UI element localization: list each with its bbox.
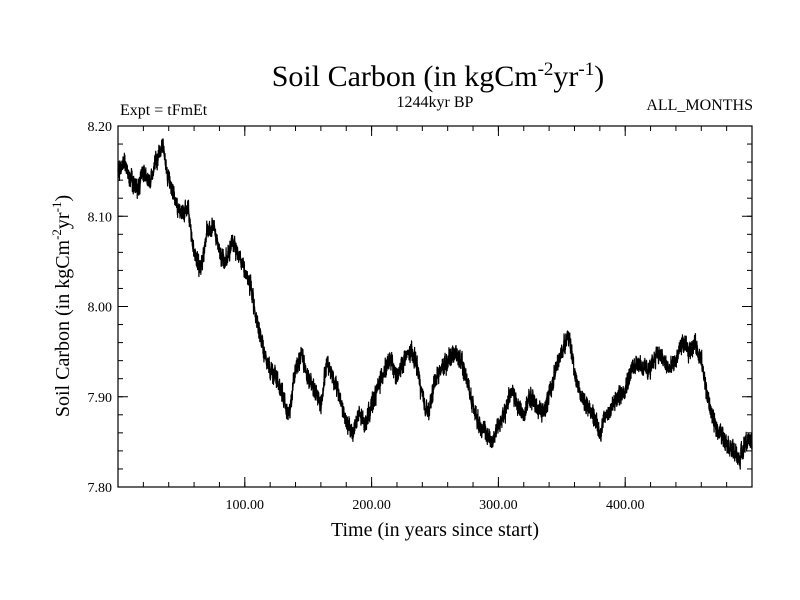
- y-axis-label: Soil Carbon (in kgCm-2yr-1): [49, 195, 74, 417]
- y-tick-label: 8.20: [88, 120, 113, 135]
- y-tick-label: 8.00: [88, 301, 113, 316]
- x-tick-label: 200.00: [352, 498, 391, 513]
- major-ticks: [118, 125, 752, 488]
- y-tick-labels: 7.80 7.90 8.00 8.10 8.20: [88, 120, 113, 496]
- ylabel-end: ): [52, 195, 74, 202]
- series-line: [117, 138, 753, 470]
- y-tick-label: 7.90: [88, 391, 113, 406]
- title-sup-2: -1: [578, 59, 594, 80]
- minor-ticks: [118, 126, 752, 487]
- x-tick-labels: 100.00 200.00 300.00 400.00: [226, 498, 645, 513]
- y-tick-label: 8.10: [88, 210, 113, 225]
- ylabel-sup-1: -2: [49, 229, 64, 240]
- plot-frame: [117, 125, 753, 488]
- x-tick-label: 300.00: [479, 498, 518, 513]
- title-main: Soil Carbon (in kgCm: [272, 60, 538, 93]
- title-end: ): [594, 60, 604, 93]
- ylabel-mid: yr: [52, 212, 74, 229]
- chart-title: Soil Carbon (in kgCm-2yr-1): [272, 59, 605, 93]
- plot-area: [117, 138, 753, 470]
- ylabel-sup-2: -1: [49, 202, 64, 213]
- title-sup-1: -2: [538, 59, 554, 80]
- x-tick-label: 100.00: [226, 498, 265, 513]
- title-mid: yr: [553, 60, 578, 93]
- ylabel-main: Soil Carbon (in kgCm: [52, 239, 74, 417]
- months-note: ALL_MONTHS: [646, 97, 753, 114]
- x-tick-label: 400.00: [606, 498, 645, 513]
- experiment-note: Expt = tFmEt: [120, 102, 208, 119]
- x-axis-label: Time (in years since start): [331, 519, 539, 541]
- y-tick-label: 7.80: [88, 481, 113, 496]
- chart-subtitle: 1244kyr BP: [397, 94, 474, 111]
